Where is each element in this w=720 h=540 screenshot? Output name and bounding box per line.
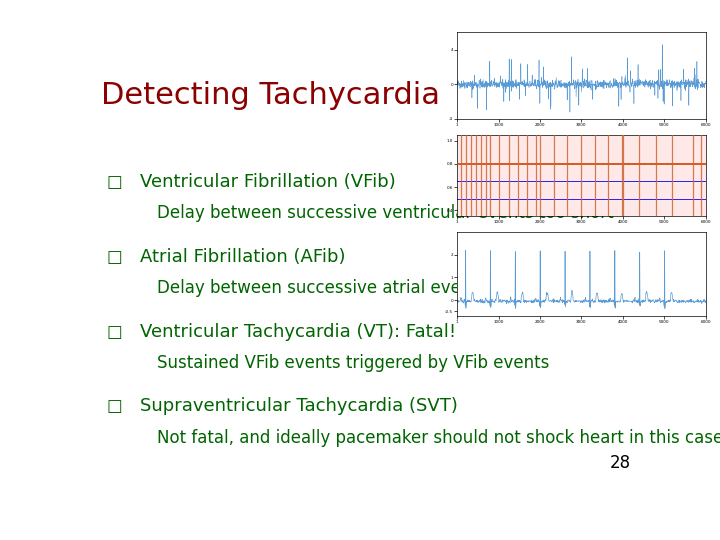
- Text: □: □: [107, 397, 122, 415]
- Text: □: □: [107, 322, 122, 341]
- Text: Detecting Tachycardia: Detecting Tachycardia: [101, 82, 440, 111]
- Text: □: □: [107, 173, 122, 191]
- Text: Delay between successive atrial events too short: Delay between successive atrial events t…: [157, 279, 567, 297]
- Text: Supraventricular Tachycardia (SVT): Supraventricular Tachycardia (SVT): [140, 397, 458, 415]
- Text: Ventricular Tachycardia (VT): Fatal!: Ventricular Tachycardia (VT): Fatal!: [140, 322, 456, 341]
- Text: □: □: [107, 248, 122, 266]
- Text: Not fatal, and ideally pacemaker should not shock heart in this case: Not fatal, and ideally pacemaker should …: [157, 429, 720, 447]
- Text: Delay between successive ventricular events too short: Delay between successive ventricular eve…: [157, 204, 613, 222]
- Text: Ventricular Fibrillation (VFib): Ventricular Fibrillation (VFib): [140, 173, 396, 191]
- Text: 28: 28: [610, 454, 631, 472]
- Text: Atrial Fibrillation (AFib): Atrial Fibrillation (AFib): [140, 248, 346, 266]
- Text: Sustained VFib events triggered by VFib events: Sustained VFib events triggered by VFib …: [157, 354, 549, 372]
